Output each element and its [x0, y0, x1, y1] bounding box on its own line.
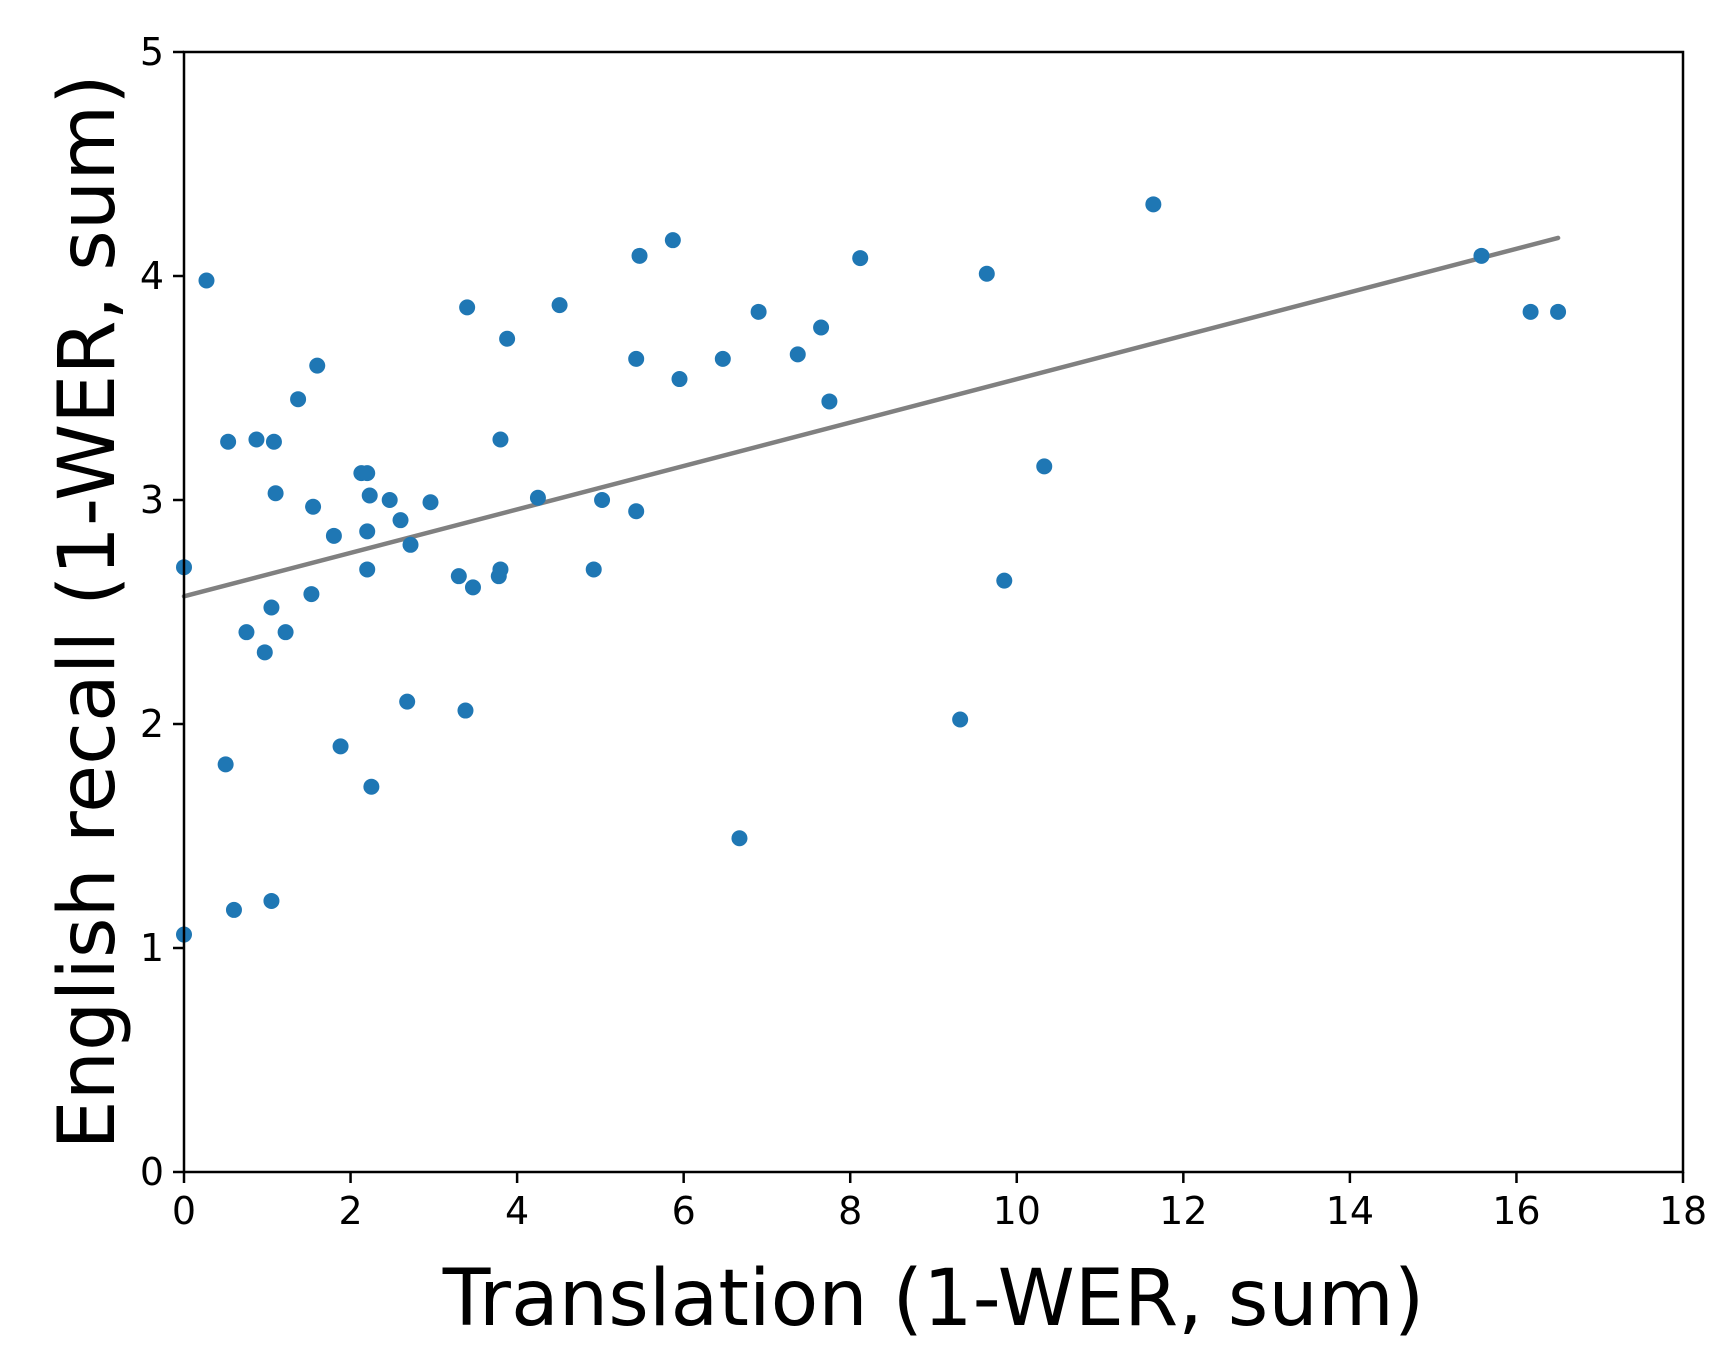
data-point	[628, 350, 645, 367]
x-tick-label: 4	[505, 1189, 529, 1233]
trend-line-layer	[181, 235, 1561, 599]
plot-area-frame	[182, 50, 1685, 1174]
data-point	[220, 433, 237, 450]
x-tick-label: 8	[838, 1189, 862, 1233]
x-axis-ticks: 0 2 4 6 8 10 12 14 16 18	[172, 1172, 1707, 1233]
data-point	[492, 431, 509, 448]
data-point	[263, 892, 280, 909]
data-point	[392, 512, 409, 529]
y-axis-title: English recall (1-WER, sum)	[43, 74, 133, 1149]
data-point	[422, 494, 439, 511]
data-point	[1145, 196, 1162, 213]
data-point	[628, 503, 645, 520]
data-point	[399, 693, 416, 710]
data-point	[952, 711, 969, 728]
y-tick-label: 1	[140, 926, 164, 970]
data-point	[198, 272, 215, 289]
data-point	[852, 250, 869, 267]
data-point	[217, 756, 234, 773]
y-tick-label: 0	[140, 1150, 164, 1194]
data-point	[594, 492, 611, 508]
data-point	[265, 433, 282, 450]
data-point	[332, 738, 349, 755]
data-point	[1522, 303, 1539, 320]
data-point	[529, 489, 546, 506]
x-tick-label: 12	[1159, 1189, 1207, 1233]
data-point	[996, 572, 1013, 589]
data-point	[309, 357, 326, 374]
data-point	[499, 330, 516, 347]
data-point	[361, 487, 378, 504]
x-tick-label: 16	[1492, 1189, 1540, 1233]
data-point	[225, 901, 242, 918]
data-point	[359, 465, 376, 482]
y-tick-label: 3	[140, 478, 164, 522]
data-point	[978, 265, 995, 282]
data-point	[359, 523, 376, 540]
data-point	[277, 624, 294, 641]
data-point	[303, 586, 320, 603]
data-point	[1473, 247, 1490, 264]
data-point	[402, 536, 419, 553]
data-point	[551, 297, 568, 314]
data-point	[585, 561, 602, 578]
data-point	[267, 485, 284, 502]
data-point	[381, 492, 398, 508]
data-point	[492, 561, 509, 578]
data-point	[290, 391, 307, 408]
data-point	[359, 561, 376, 578]
x-tick-label: 0	[172, 1189, 196, 1233]
data-point	[305, 498, 322, 515]
data-point	[459, 299, 476, 316]
data-point	[263, 599, 280, 616]
data-point	[256, 644, 273, 661]
data-point	[1550, 303, 1567, 320]
y-tick-label: 4	[140, 254, 164, 298]
data-point	[631, 247, 648, 264]
data-point	[464, 579, 481, 596]
x-tick-label: 14	[1326, 1189, 1374, 1233]
data-point	[457, 702, 474, 719]
data-point	[731, 830, 748, 847]
data-point	[363, 778, 380, 795]
regression-line	[181, 235, 1561, 599]
data-point	[789, 346, 806, 363]
x-tick-label: 2	[338, 1189, 362, 1233]
y-tick-label: 2	[140, 702, 164, 746]
y-tick-label: 5	[140, 30, 164, 74]
data-point	[750, 303, 767, 320]
x-tick-label: 6	[672, 1189, 696, 1233]
data-point	[325, 527, 342, 544]
data-point	[671, 371, 688, 388]
x-tick-label: 10	[993, 1189, 1041, 1233]
y-axis-ticks: 0 1 2 3 4 5	[140, 30, 184, 1194]
data-point	[1036, 458, 1053, 475]
x-tick-label: 18	[1659, 1189, 1707, 1233]
data-point	[813, 319, 830, 336]
data-point	[248, 431, 265, 448]
data-points-layer	[176, 196, 1567, 943]
data-point	[821, 393, 838, 410]
x-axis-title: Translation (1-WER, sum)	[442, 1254, 1425, 1344]
data-point	[450, 568, 467, 585]
data-point	[714, 350, 731, 367]
data-point	[664, 232, 681, 249]
data-point	[238, 624, 255, 641]
